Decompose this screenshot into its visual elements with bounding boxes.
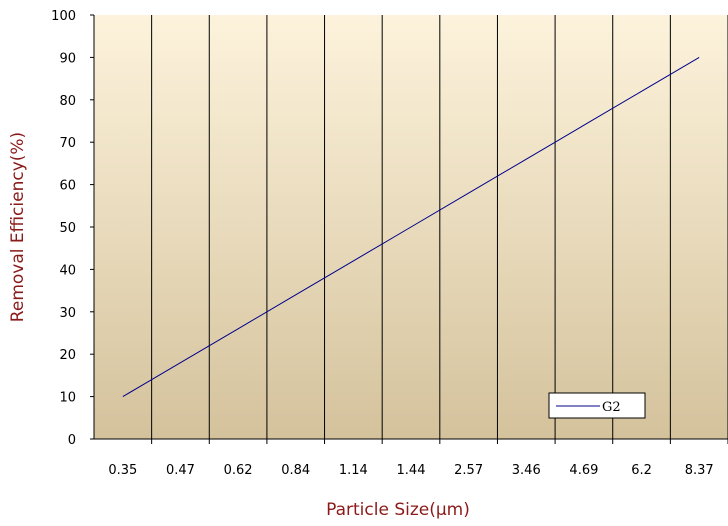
x-tick-label: 2.57 — [454, 463, 483, 478]
x-tick-label: 4.69 — [569, 463, 598, 478]
y-tick-label: 90 — [59, 51, 76, 66]
vertical-gridlines — [151, 15, 728, 439]
x-tick-label: 0.62 — [224, 463, 253, 478]
y-tick-label: 20 — [59, 348, 76, 363]
y-axis-ticks: 0 10 20 30 40 50 60 70 80 90 100 — [51, 9, 94, 448]
legend: G2 — [548, 392, 646, 419]
y-tick-label: 40 — [59, 263, 76, 278]
y-tick-label: 80 — [59, 94, 76, 109]
y-tick-label: 0 — [68, 433, 76, 448]
x-tick-label: 0.84 — [281, 463, 310, 478]
y-tick-label: 70 — [59, 136, 76, 151]
x-tick-label: 0.47 — [166, 463, 195, 478]
series-line-G2 — [122, 56, 700, 398]
y-tick-label: 60 — [59, 179, 76, 194]
x-axis-title: Particle Size(μm) — [326, 500, 470, 520]
x-axis-ticks: 0.35 0.47 0.62 0.84 1.14 1.44 2.57 3.46 4.69 6.2 8… — [108, 439, 728, 478]
y-tick-label: 50 — [59, 221, 76, 236]
y-tick-label: 100 — [51, 9, 76, 24]
y-tick-label: 30 — [59, 306, 76, 321]
legend-label: G2 — [602, 400, 621, 415]
x-tick-label: 1.44 — [397, 463, 426, 478]
y-tick-label: 10 — [59, 391, 76, 406]
x-tick-label: 3.46 — [512, 463, 541, 478]
x-tick-label: 6.2 — [631, 463, 652, 478]
x-tick-label: 8.37 — [685, 463, 714, 478]
series-lines — [122, 56, 700, 398]
x-tick-label: 0.35 — [108, 463, 137, 478]
y-axis-title: Removal Efficiency(%) — [8, 132, 28, 322]
x-tick-label: 1.14 — [339, 463, 368, 478]
